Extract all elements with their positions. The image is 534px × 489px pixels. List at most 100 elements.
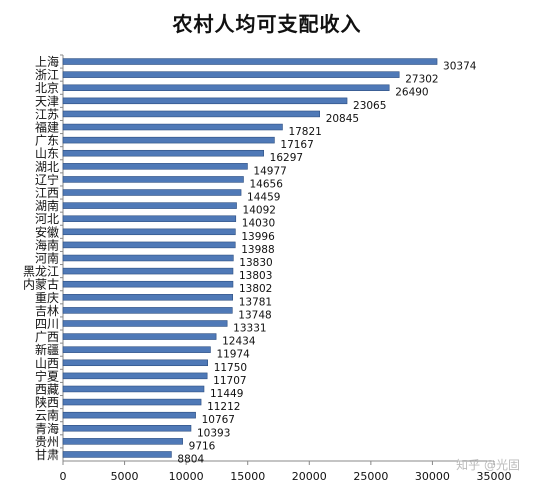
category-label: 北京 [35,81,59,95]
value-label: 17167 [280,139,313,151]
value-label: 13996 [241,231,275,243]
bar [62,110,320,118]
bar [62,189,242,196]
category-label: 浙江 [35,68,59,82]
bar [62,254,234,262]
value-label: 14656 [249,178,283,190]
value-label: 23065 [353,100,386,112]
bar [62,411,196,419]
category-label: 黑龙江 [23,265,59,279]
category-label: 江西 [35,186,59,200]
value-label: 16297 [270,152,303,164]
bar [62,438,183,445]
bar [62,136,275,144]
bar [62,202,237,209]
category-label: 云南 [35,408,59,423]
value-label: 14030 [242,218,275,230]
category-label: 重庆 [35,291,59,305]
category-label: 上海 [35,54,59,69]
bar [62,267,234,275]
category-label: 内蒙古 [23,277,59,292]
category-label: 西藏 [35,382,59,396]
category-label: 天津 [35,94,59,108]
bar [62,123,283,131]
chart-title: 农村人均可支配收入 [172,12,362,36]
category-label: 山西 [35,356,59,370]
x-tick-label: 35000 [477,470,512,483]
category-label: 海南 [35,237,59,252]
category-label: 安徽 [35,224,59,239]
category-label: 贵州 [35,435,59,449]
bar [62,451,172,458]
bar [62,215,237,222]
x-tick-label: 5000 [111,470,139,483]
value-label: 12434 [222,336,256,348]
value-label: 13748 [238,309,271,321]
bar [62,359,208,367]
bar [62,58,438,65]
bar [62,97,348,105]
x-tick-label: 15000 [230,470,265,483]
bar [62,163,248,170]
category-label: 四川 [35,317,59,331]
category-label: 辽宁 [35,172,59,187]
category-label: 陕西 [35,395,59,410]
category-label: 福建 [35,120,59,135]
value-label: 13803 [239,270,272,282]
bar [62,425,192,432]
category-label: 甘肃 [35,448,59,462]
value-label: 10767 [202,414,235,426]
value-label: 13988 [241,244,274,256]
value-label: 8804 [177,453,204,465]
value-label: 13830 [239,257,272,269]
x-tick-label: 20000 [292,470,327,483]
value-label: 11974 [216,349,250,361]
category-label: 青海 [35,421,59,436]
bar [62,385,205,393]
category-label: 河北 [35,212,59,226]
bar [62,71,400,78]
bar [62,333,217,340]
value-label: 11707 [213,375,246,387]
bar [62,320,228,327]
bar [62,241,236,249]
bar [62,372,208,380]
x-tick-label: 30000 [415,470,450,483]
category-label: 吉林 [35,304,59,318]
category-label: 湖南 [35,198,59,213]
value-label: 9716 [189,440,216,452]
value-label: 13802 [239,283,272,295]
x-tick-label: 10000 [169,470,204,483]
category-label: 宁夏 [35,368,59,383]
value-label: 26490 [395,87,428,99]
value-label: 11212 [207,401,240,413]
value-label: 17821 [288,126,321,138]
value-label: 20845 [326,113,359,125]
value-label: 14092 [243,205,276,217]
bar [62,228,236,236]
category-label: 山东 [35,147,59,161]
value-label: 10393 [197,427,230,439]
value-label: 27302 [405,74,438,86]
category-label: 河南 [35,251,59,266]
bar [62,176,244,183]
value-label: 30374 [443,61,477,73]
x-tick-label: 25000 [353,470,388,483]
bar [62,149,264,157]
category-label: 新疆 [35,342,59,357]
value-label: 11449 [210,388,243,400]
category-label: 广西 [35,330,59,344]
value-label: 14459 [247,192,280,204]
x-tick-label: 0 [60,470,67,483]
category-label: 江苏 [35,107,59,121]
value-label: 11750 [214,362,247,374]
bar [62,280,234,288]
bar [62,398,202,406]
watermark: 知乎 @光固 [456,458,520,472]
value-label: 13781 [239,296,272,308]
bar [62,307,233,314]
bar [62,346,211,353]
value-label: 13331 [233,322,266,334]
